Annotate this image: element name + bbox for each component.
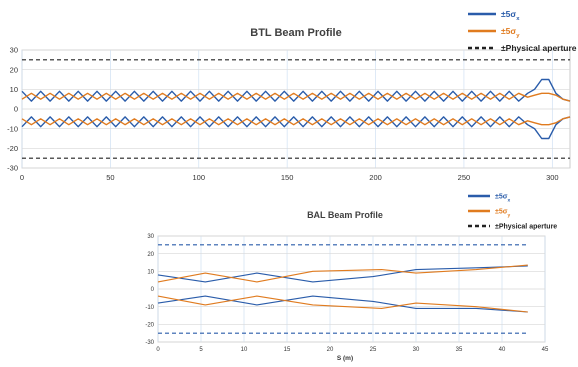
x-axis-label: S (m) [337,355,353,362]
x-tick-label: 250 [458,173,471,182]
legend-entry: ±5σy [501,26,520,39]
x-tick-label: 150 [281,173,294,182]
chart-title: BTL Beam Profile [250,27,342,39]
beam-envelope-line [21,116,571,140]
legend-entry-subscript: x [508,198,511,203]
y-tick-label: -20 [7,144,18,153]
x-tick-label: 10 [241,347,248,353]
x-tick-label: 40 [499,347,506,353]
y-tick-label: 30 [147,234,154,240]
y-tick-label: -30 [7,164,18,173]
y-tick-label: 10 [147,269,154,275]
y-tick-label: -20 [145,322,154,328]
y-tick-label: 20 [10,65,18,74]
y-tick-label: -10 [7,124,18,133]
beam-envelope-line [157,264,528,283]
y-tick-label: 30 [10,46,18,55]
y-tick-label: -30 [145,340,154,346]
x-tick-label: 50 [106,173,114,182]
y-tick-label: 20 [147,252,154,258]
legend-entry-subscript: y [508,213,511,218]
x-tick-label: 5 [199,347,203,353]
y-tick-label: -10 [145,305,154,311]
beam-envelope-line [21,92,571,102]
legend-entry: ±5σy [495,208,511,218]
beam-envelope-line [21,78,571,102]
x-tick-label: 20 [327,347,334,353]
x-tick-label: 100 [193,173,206,182]
y-tick-label: 0 [14,105,18,114]
x-tick-label: 0 [156,347,160,353]
legend-entry-subscript: y [516,33,520,39]
x-tick-label: 30 [413,347,420,353]
chart-title: BAL Beam Profile [307,210,383,220]
x-tick-label: 25 [370,347,377,353]
legend-entry: ±5σx [495,193,511,203]
legend: ±5σx ±5σy ±Physical aperture [468,9,577,53]
beam-envelope-line [157,295,528,313]
legend-entry-subscript: x [516,16,520,22]
beam-envelope-line [157,295,528,313]
x-tick-label: 0 [20,173,24,182]
y-tick-label: 0 [151,287,155,293]
legend: ±5σx ±5σy ±Physical aperture [468,193,557,230]
legend-entry: ±5σx [501,9,520,22]
x-tick-label: 15 [284,347,291,353]
bal-beam-profile-chart: 0 5 10 15 20 25 30 35 40 45 30 20 10 0 -10 -20 -30 BAL Be… [145,193,557,362]
legend-entry: ±Physical aperture [495,223,557,230]
beam-envelope-line [157,265,528,283]
y-tick-label: 10 [10,85,18,94]
x-tick-label: 45 [542,347,549,353]
beam-envelope-line [21,116,571,126]
x-tick-label: 300 [546,173,559,182]
x-tick-label: 35 [456,347,463,353]
legend-entry: ±Physical aperture [501,43,577,53]
x-tick-label: 200 [369,173,382,182]
